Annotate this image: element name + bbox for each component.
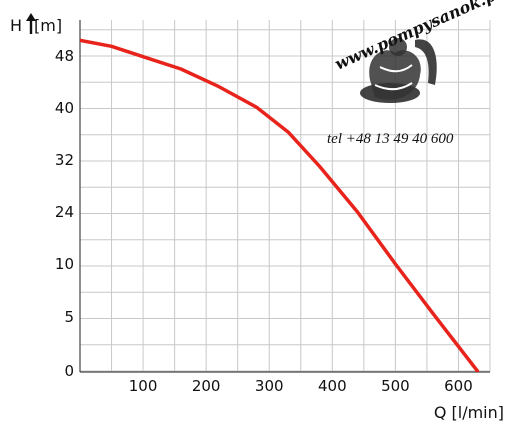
y-axis-title: H [m] [10, 16, 62, 35]
up-arrow-icon [26, 13, 36, 34]
y-tick-label: 5 [64, 308, 74, 326]
y-tick-label: 10 [55, 255, 74, 273]
watermark-phone: tel +48 13 49 40 600 [327, 131, 454, 147]
y-tick-label: 48 [55, 47, 74, 65]
series-curves [80, 38, 480, 372]
x-axis-label: Q [l/min] [434, 403, 504, 422]
tick-labels: 100 200 300 400 500 600 0 5 10 24 32 40 48 [55, 47, 473, 395]
watermark: www.pompysanok.pl tel +48 13 49 40 600 [327, 0, 504, 147]
x-tick-label: 500 [381, 377, 410, 395]
logo-figure-icon [360, 38, 437, 103]
x-tick-label: 300 [255, 377, 284, 395]
y-tick-label: 40 [55, 99, 74, 117]
axes [79, 20, 490, 373]
series-line [80, 38, 480, 372]
y-tick-label: 0 [64, 362, 74, 380]
y-axis-label: H [m] [10, 16, 62, 35]
y-tick-label: 24 [55, 203, 74, 221]
x-tick-label: 400 [318, 377, 347, 395]
x-tick-label: 100 [129, 377, 158, 395]
x-tick-label: 600 [444, 377, 473, 395]
grid-lines [79, 20, 491, 372]
y-tick-label: 32 [55, 151, 74, 169]
x-tick-label: 200 [192, 377, 221, 395]
